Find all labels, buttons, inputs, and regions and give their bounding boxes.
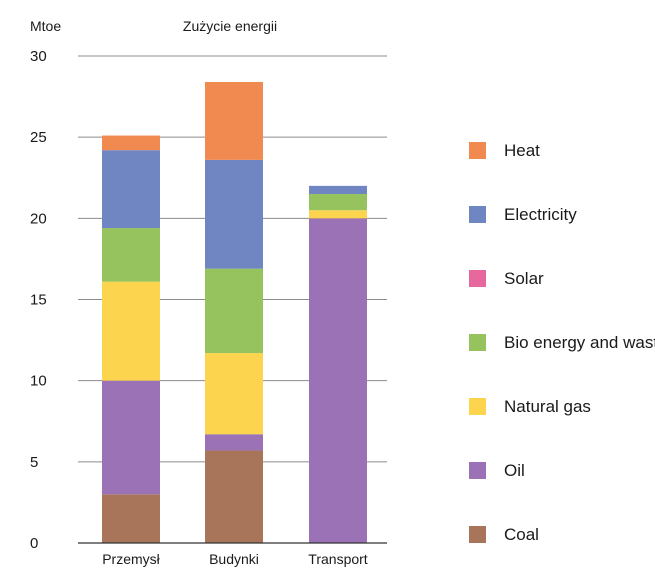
legend-label-coal: Coal	[504, 525, 539, 544]
y-tick-label-5: 5	[30, 454, 38, 471]
bar-transport-bio-energy-and-waste	[309, 193, 367, 211]
bar-budynki-coal	[205, 450, 263, 543]
y-tick-label-20: 20	[30, 210, 47, 227]
legend-label-bio-energy-and-waste: Bio energy and waste	[504, 333, 655, 352]
bar-transport-electricity	[309, 185, 367, 194]
legend-label-heat: Heat	[504, 141, 540, 160]
bar-przemysl-oil	[102, 380, 160, 495]
bar-budynki-bio-energy-and-waste	[205, 268, 263, 354]
x-tick-label-przemysl: Przemysł	[102, 551, 160, 567]
legend-label-electricity: Electricity	[504, 205, 577, 224]
bar-przemysl-coal	[102, 494, 160, 543]
legend-swatch-coal	[469, 526, 486, 543]
legend-swatch-electricity	[469, 206, 486, 223]
y-tick-label-10: 10	[30, 373, 47, 390]
x-tick-label-budynki: Budynki	[209, 551, 259, 567]
chart-title: Zużycie energii	[183, 18, 277, 34]
y-tick-label-25: 25	[30, 129, 47, 146]
bar-budynki-oil	[205, 434, 263, 451]
legend-swatch-natural-gas	[469, 398, 486, 415]
legend-swatch-heat	[469, 142, 486, 159]
bar-budynki-heat	[205, 81, 263, 160]
bar-transport-natural-gas	[309, 210, 367, 219]
y-tick-label-0: 0	[30, 535, 38, 552]
bar-przemysl-electricity	[102, 150, 160, 229]
legend-swatch-solar	[469, 270, 486, 287]
bar-przemysl-bio-energy-and-waste	[102, 228, 160, 282]
legend-swatch-bio-energy-and-waste	[469, 334, 486, 351]
y-axis-label: Mtoe	[30, 18, 61, 34]
y-tick-label-15: 15	[30, 292, 47, 309]
bar-przemysl-heat	[102, 135, 160, 151]
bar-budynki-natural-gas	[205, 353, 263, 435]
x-tick-labels: Przemysł Budynki Transport	[102, 551, 368, 567]
legend-label-oil: Oil	[504, 461, 525, 480]
y-tick-labels: 0 5 10 15 20 25 30	[30, 48, 47, 552]
legend: Heat Electricity Solar Bio energy and waste…	[469, 141, 655, 544]
x-tick-label-transport: Transport	[308, 551, 368, 567]
bar-transport-oil	[309, 218, 367, 544]
y-tick-label-30: 30	[30, 48, 47, 65]
bars	[102, 81, 367, 544]
bar-przemysl-natural-gas	[102, 281, 160, 381]
legend-swatch-oil	[469, 462, 486, 479]
legend-label-natural-gas: Natural gas	[504, 397, 591, 416]
bar-budynki-electricity	[205, 159, 263, 269]
legend-label-solar: Solar	[504, 269, 544, 288]
